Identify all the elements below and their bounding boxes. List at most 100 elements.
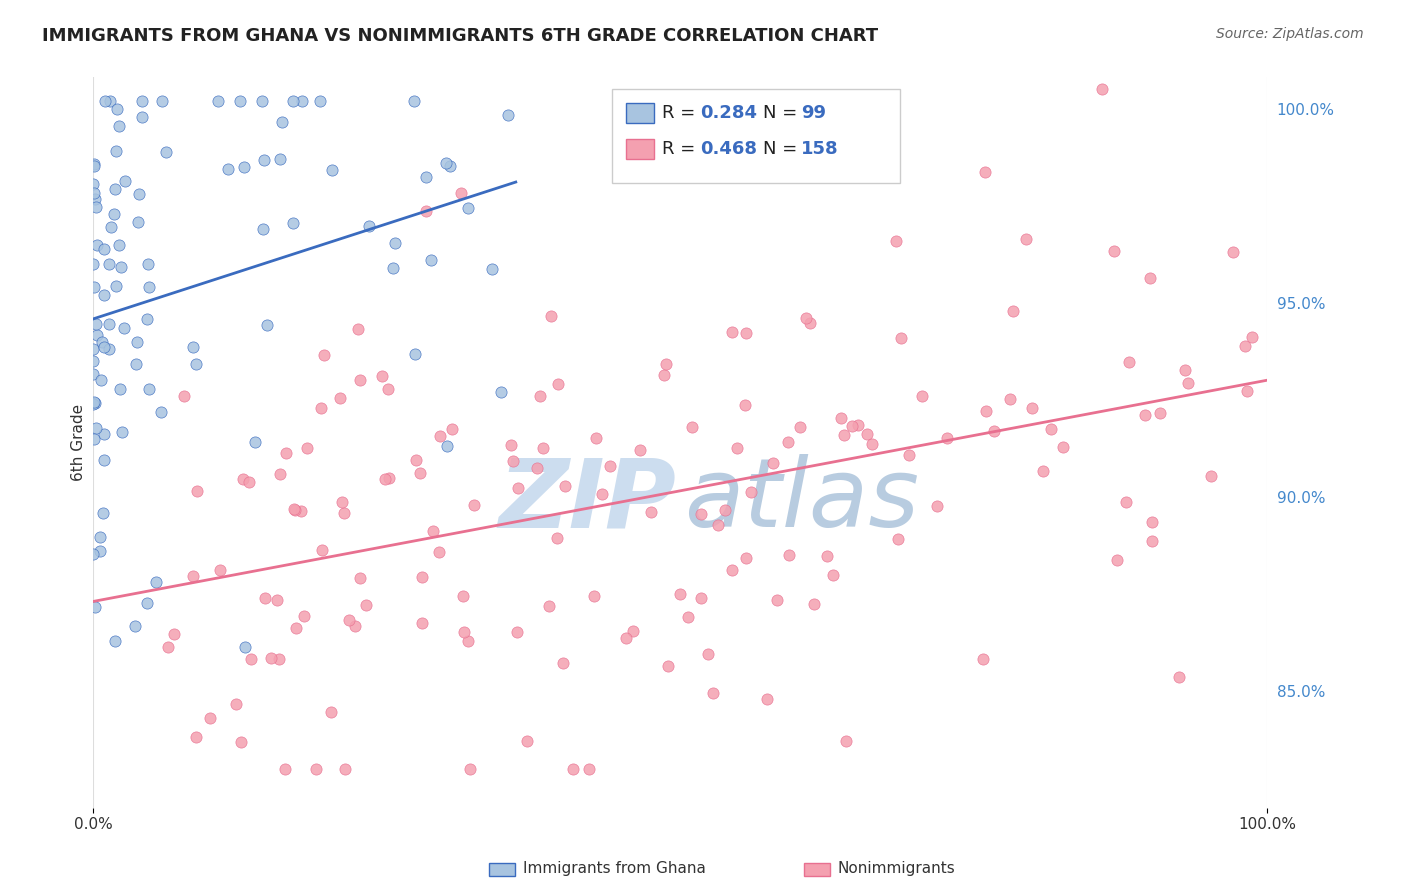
Point	[599, 459, 621, 474]
Point	[274, 762, 297, 776]
Point	[357, 219, 380, 234]
Point	[124, 619, 146, 633]
Point	[547, 377, 569, 392]
Point	[1149, 406, 1171, 420]
Point	[83, 280, 105, 294]
Point	[184, 358, 207, 372]
Point	[377, 382, 399, 396]
Point	[266, 593, 288, 607]
Point	[97, 342, 120, 356]
Point	[756, 691, 779, 706]
Point	[186, 483, 208, 498]
Point	[554, 479, 576, 493]
Point	[1140, 515, 1163, 529]
Point	[276, 445, 298, 459]
Text: Nonimmigrants: Nonimmigrants	[838, 862, 956, 876]
Point	[107, 238, 129, 252]
Point	[669, 587, 692, 601]
Point	[131, 94, 153, 108]
Point	[654, 357, 676, 371]
Point	[136, 311, 159, 326]
Point	[173, 389, 195, 403]
Point	[1139, 271, 1161, 285]
Point	[689, 508, 711, 522]
Point	[491, 384, 513, 399]
Point	[714, 503, 737, 517]
Point	[841, 419, 863, 434]
Point	[846, 418, 869, 433]
Text: 0.284: 0.284	[700, 104, 758, 122]
Point	[283, 94, 305, 108]
Point	[382, 260, 405, 275]
Point	[333, 506, 356, 520]
Point	[734, 326, 756, 340]
Point	[1032, 464, 1054, 478]
Point	[104, 634, 127, 648]
Point	[1133, 408, 1156, 422]
Point	[696, 647, 718, 661]
Point	[583, 589, 606, 603]
Point	[150, 94, 173, 108]
Point	[103, 206, 125, 220]
Point	[766, 593, 789, 607]
Point	[1233, 338, 1256, 352]
Point	[250, 94, 273, 108]
Point	[82, 367, 104, 381]
Point	[404, 347, 426, 361]
Point	[82, 257, 104, 271]
Point	[290, 504, 312, 518]
Point	[93, 242, 115, 256]
Point	[217, 161, 239, 176]
Point	[1105, 553, 1128, 567]
Point	[184, 730, 207, 744]
Point	[911, 389, 934, 403]
Point	[97, 317, 120, 331]
Point	[936, 431, 959, 445]
Point	[291, 94, 314, 108]
Point	[125, 334, 148, 349]
Text: 0.468: 0.468	[700, 140, 758, 158]
Point	[1236, 384, 1258, 398]
Point	[311, 542, 333, 557]
Point	[83, 600, 105, 615]
Text: atlas: atlas	[683, 455, 918, 548]
Point	[83, 433, 105, 447]
Point	[82, 354, 104, 368]
Point	[233, 640, 256, 655]
Point	[1177, 376, 1199, 390]
Point	[439, 159, 461, 173]
Text: R =: R =	[662, 104, 702, 122]
Point	[898, 448, 921, 462]
Point	[411, 570, 433, 584]
Point	[834, 733, 856, 747]
Point	[799, 316, 821, 330]
Point	[1039, 422, 1062, 436]
Point	[283, 216, 305, 230]
Point	[734, 398, 756, 412]
Point	[481, 262, 503, 277]
Point	[138, 280, 160, 294]
Point	[408, 467, 430, 481]
Point	[451, 589, 474, 603]
Text: Source: ZipAtlas.com: Source: ZipAtlas.com	[1216, 27, 1364, 41]
Point	[84, 200, 107, 214]
Point	[83, 157, 105, 171]
Point	[681, 420, 703, 434]
Y-axis label: 6th Grade: 6th Grade	[72, 404, 86, 481]
Point	[778, 435, 800, 450]
Point	[402, 94, 425, 108]
Point	[94, 94, 117, 108]
Point	[457, 201, 479, 215]
Point	[499, 438, 522, 452]
Point	[89, 530, 111, 544]
Point	[531, 442, 554, 456]
Point	[974, 164, 997, 178]
Point	[128, 186, 150, 201]
Point	[243, 434, 266, 449]
Point	[105, 102, 128, 116]
Point	[860, 436, 883, 450]
Point	[463, 498, 485, 512]
Point	[628, 443, 651, 458]
Point	[415, 169, 437, 184]
Point	[252, 222, 274, 236]
